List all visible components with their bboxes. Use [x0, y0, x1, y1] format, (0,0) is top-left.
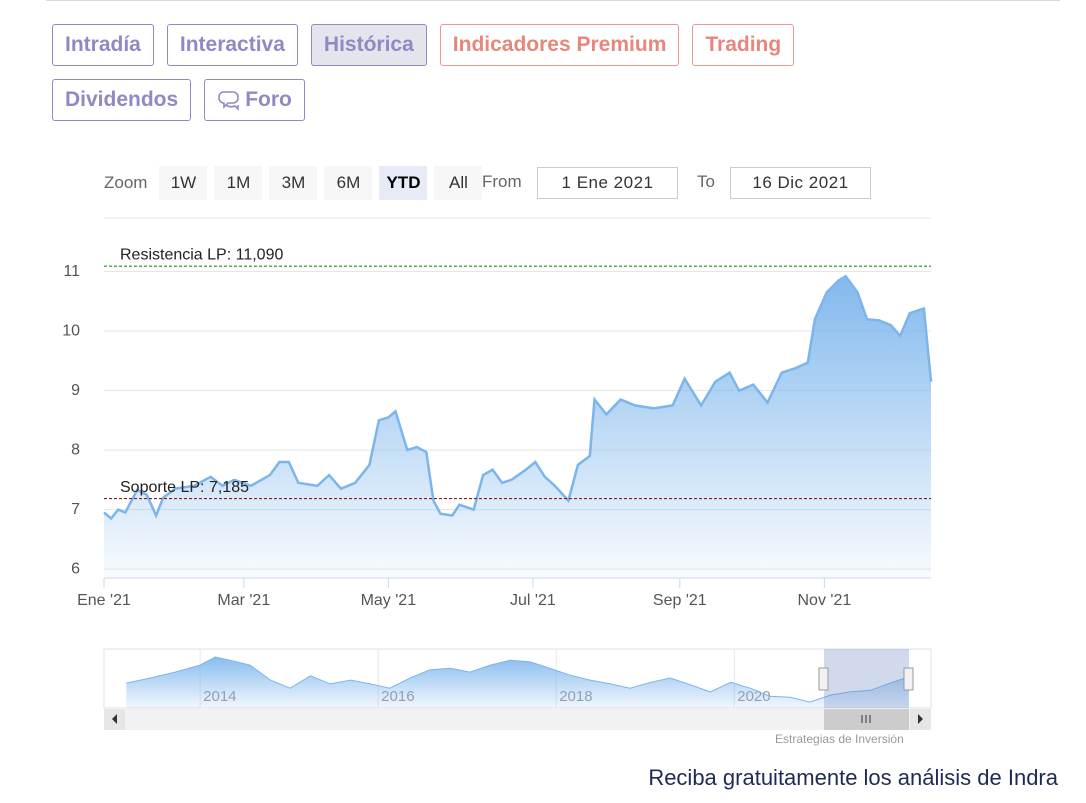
navigator-selection[interactable] — [824, 649, 909, 708]
chat-icon — [218, 91, 239, 111]
zoom-button[interactable]: 6M — [324, 166, 373, 200]
tab-label: Dividendos — [65, 88, 179, 111]
footer-text: Reciba gratuitamente los análisis de Ind… — [648, 765, 1058, 790]
tab[interactable]: Histórica — [310, 24, 427, 66]
tab[interactable]: Indicadores Premium — [439, 24, 680, 66]
scrollbar — [104, 709, 931, 730]
divider — [46, 0, 1060, 1]
tab[interactable]: Interactiva — [166, 24, 298, 66]
tab[interactable]: Trading — [692, 24, 795, 66]
tab-label: Trading — [705, 33, 782, 56]
navigator-handle[interactable] — [818, 667, 829, 691]
y-tick-label: 11 — [63, 263, 80, 280]
credit: Estrategias de Inversión — [775, 732, 904, 746]
y-tick-label: 10 — [62, 322, 80, 339]
y-tick-label: 6 — [71, 560, 80, 577]
x-tick-label: Nov '21 — [797, 592, 851, 609]
zoom-button[interactable]: 3M — [269, 166, 318, 200]
tab[interactable]: Intradía — [52, 24, 154, 66]
navigator-area — [126, 657, 909, 708]
tab-bar: Intradía Interactiva Histórica Indicador… — [52, 24, 902, 121]
plot-line-label: Soporte LP: 7,185 — [120, 479, 249, 496]
zoom-button[interactable]: All — [434, 166, 483, 200]
zoom-button[interactable]: 1M — [214, 166, 263, 200]
plot-line-label: Resistencia LP: 11,090 — [120, 246, 283, 263]
tab-label: Intradía — [65, 33, 141, 56]
zoom-label: Zoom — [104, 173, 148, 192]
area-fill — [104, 276, 931, 578]
x-tick-label: Ene '21 — [77, 592, 131, 609]
tab-label: Foro — [245, 88, 292, 111]
to-label: To — [697, 172, 715, 191]
price-line — [103, 274, 933, 521]
x-tick-label: Sep '21 — [653, 592, 707, 609]
tab[interactable]: Foro — [204, 79, 305, 121]
zoom-button[interactable]: 1W — [159, 166, 208, 200]
from-label: From — [482, 172, 522, 191]
tab-label: Histórica — [323, 33, 414, 56]
to-input[interactable]: 16 Dic 2021 — [730, 167, 871, 199]
y-tick-label: 9 — [71, 382, 80, 399]
y-tick-label: 8 — [71, 441, 80, 458]
navigator-line — [126, 656, 910, 703]
scrollbar-track — [104, 709, 931, 730]
tab[interactable]: Dividendos — [52, 79, 192, 121]
navigator-handle[interactable] — [903, 667, 914, 691]
from-input[interactable]: 1 Ene 2021 — [537, 167, 678, 199]
x-tick-label: Mar '21 — [217, 592, 270, 609]
tab-label: Interactiva — [179, 33, 285, 56]
zoom-bar: Zoom 1W 1M 3M 6M YTD All — [104, 166, 489, 200]
x-tick-label: May '21 — [361, 592, 417, 609]
y-tick-label: 7 — [71, 501, 80, 518]
x-tick-label: Jul '21 — [510, 592, 556, 609]
zoom-button[interactable]: YTD — [379, 166, 428, 200]
tab-label: Indicadores Premium — [452, 33, 667, 56]
